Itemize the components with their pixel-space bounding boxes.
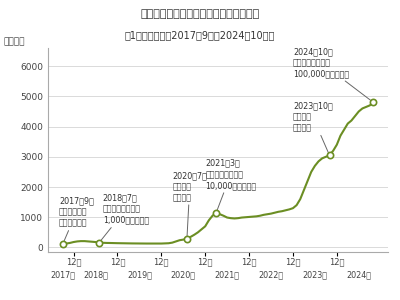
Text: 「グッドごはん」食品配付世帯数の推移: 「グッドごはん」食品配付世帯数の推移 (140, 9, 260, 19)
Text: 2021年3月
累計配付世帯数が
10,000世帯に到達: 2021年3月 累計配付世帯数が 10,000世帯に到達 (205, 159, 256, 213)
Text: 2024年10月
累計配付世帯数が
100,000世帯に到達: 2024年10月 累計配付世帯数が 100,000世帯に到達 (293, 47, 373, 102)
Text: （世帯）: （世帯） (4, 37, 25, 46)
Text: （1か月あたり・2017年9月〜2024年10月）: （1か月あたり・2017年9月〜2024年10月） (125, 30, 275, 40)
Text: 2023年10月
九州にて
事業開始: 2023年10月 九州にて 事業開始 (293, 101, 333, 155)
Text: 2017年9月
東京都大田区
にて事業開始: 2017年9月 東京都大田区 にて事業開始 (59, 196, 94, 244)
Text: 2020年7月
近畿にて
事業開始: 2020年7月 近畿にて 事業開始 (172, 171, 207, 239)
Text: 2018年7月
累計配付世帯数が
1,000世帯に到達: 2018年7月 累計配付世帯数が 1,000世帯に到達 (99, 194, 149, 243)
